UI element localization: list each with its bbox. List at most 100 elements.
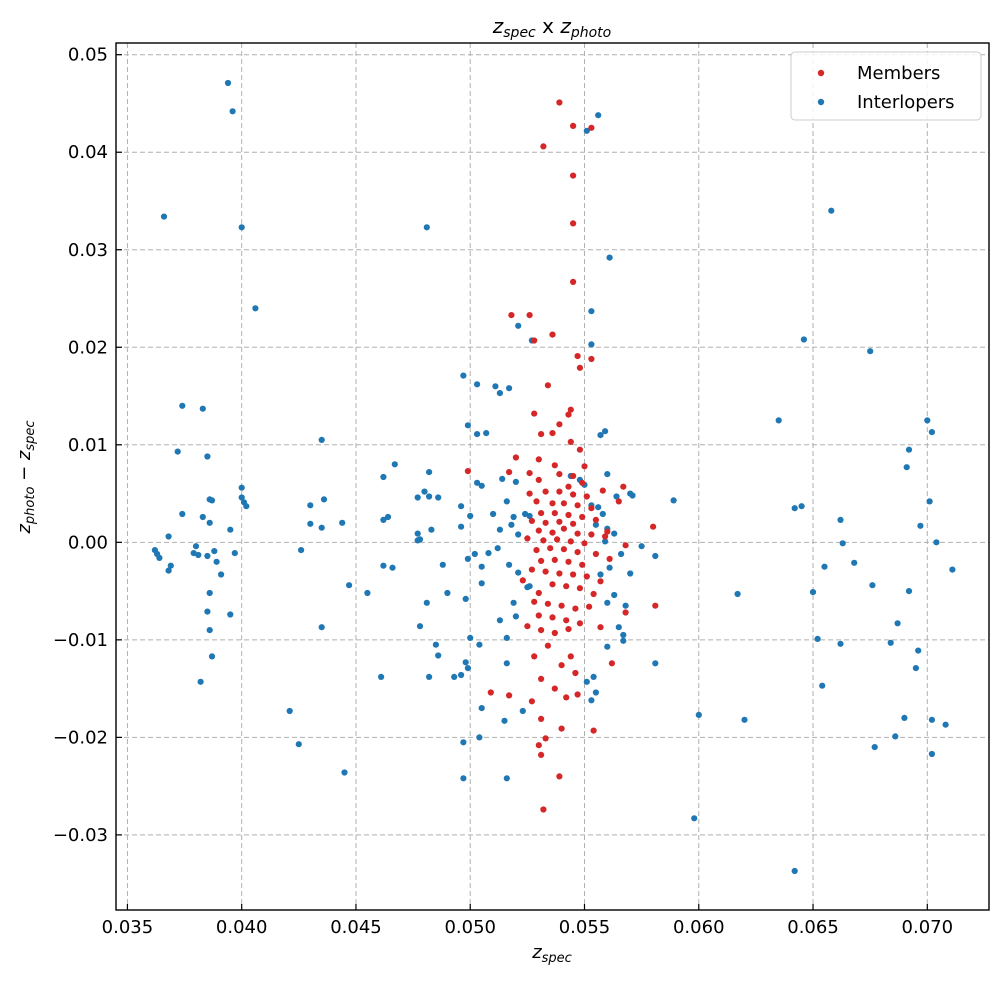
- interloper-point: [515, 531, 522, 538]
- y-tick-label: −0.03: [53, 825, 108, 846]
- interloper-point: [620, 631, 627, 639]
- interloper-point: [238, 224, 245, 231]
- member-point: [535, 612, 542, 619]
- member-point: [531, 653, 538, 660]
- interloper-point: [496, 617, 503, 624]
- interloper-point: [483, 430, 490, 437]
- interloper-point: [510, 513, 517, 521]
- member-point: [544, 382, 552, 389]
- member-point: [464, 468, 471, 475]
- x-tick-label: 0.050: [444, 917, 496, 938]
- interloper-point: [819, 682, 826, 689]
- interloper-point: [439, 561, 446, 568]
- member-point: [508, 312, 515, 319]
- interloper-point: [416, 623, 424, 630]
- interloper-point: [195, 551, 202, 559]
- interloper-point: [604, 643, 611, 650]
- member-point: [567, 538, 574, 545]
- interloper-point: [435, 494, 442, 501]
- interloper-point: [629, 492, 636, 499]
- interloper-point: [615, 624, 622, 631]
- interloper-point: [204, 608, 211, 615]
- interloper-point: [928, 429, 936, 436]
- interloper-point: [384, 513, 392, 521]
- y-tick-label: 0.04: [68, 142, 108, 163]
- x-axis-label: zspec: [531, 942, 572, 966]
- interloper-point: [590, 673, 597, 681]
- interloper-point: [599, 510, 606, 518]
- interloper-point: [583, 678, 590, 685]
- interloper-point: [622, 602, 629, 609]
- interloper-point: [828, 207, 835, 214]
- interloper-point: [380, 562, 387, 569]
- interloper-point: [478, 482, 485, 489]
- interloper-point: [798, 503, 805, 510]
- interloper-point: [423, 599, 430, 606]
- interloper-point: [252, 305, 259, 312]
- member-point: [531, 337, 538, 344]
- y-axis-label: zphoto − zspec: [14, 420, 38, 534]
- interloper-point: [389, 564, 396, 571]
- member-point: [506, 469, 513, 476]
- interloper-point: [597, 432, 604, 439]
- member-point: [622, 609, 629, 616]
- interloper-point: [474, 381, 481, 388]
- member-point: [551, 509, 558, 517]
- interloper-point: [476, 734, 483, 741]
- member-point: [570, 122, 577, 129]
- member-point: [506, 692, 513, 699]
- member-point: [519, 577, 526, 584]
- member-point: [549, 529, 556, 536]
- interloper-point: [227, 611, 234, 618]
- interloper-point: [231, 550, 238, 557]
- member-point: [542, 568, 549, 575]
- y-tick-label: −0.02: [53, 727, 108, 748]
- interloper-point: [478, 705, 485, 712]
- interloper-point: [298, 547, 305, 554]
- interloper-point: [791, 867, 798, 875]
- member-point: [588, 124, 595, 131]
- interloper-point: [867, 348, 874, 355]
- member-point: [574, 691, 581, 698]
- member-point: [535, 742, 542, 749]
- interloper-point: [903, 464, 910, 471]
- member-point: [565, 558, 572, 565]
- interloper-point: [928, 750, 936, 758]
- interloper-point: [496, 390, 503, 397]
- interloper-point: [307, 502, 314, 509]
- interloper-point: [192, 543, 200, 550]
- interloper-point: [206, 627, 213, 634]
- member-point: [535, 589, 542, 597]
- interloper-point: [464, 422, 471, 429]
- grid-lines: [116, 43, 989, 910]
- legend-label-members: Members: [857, 63, 940, 84]
- member-point: [608, 660, 616, 667]
- interloper-point: [208, 653, 216, 660]
- interloper-point: [652, 660, 659, 667]
- interloper-point: [595, 112, 602, 119]
- member-point: [567, 406, 574, 413]
- interloper-point: [583, 127, 590, 134]
- interloper-point: [894, 620, 901, 627]
- interloper-point: [912, 665, 920, 672]
- interloper-point: [478, 580, 485, 587]
- interloper-point: [167, 562, 174, 569]
- interloper-point: [295, 741, 302, 748]
- interloper-point: [471, 550, 478, 558]
- member-point: [574, 502, 581, 509]
- interloper-point: [837, 516, 844, 524]
- member-point: [592, 516, 600, 524]
- interloper-point: [490, 510, 497, 518]
- interloper-point: [741, 716, 748, 723]
- interloper-point: [218, 571, 225, 578]
- interloper-point: [179, 402, 186, 409]
- interloper-point: [206, 589, 213, 597]
- interloper-point: [869, 582, 876, 589]
- interloper-point: [618, 550, 625, 558]
- interloper-point: [503, 498, 510, 505]
- member-point: [540, 806, 547, 813]
- interloper-point: [926, 498, 933, 505]
- y-tick-label: 0.00: [68, 532, 108, 553]
- y-tick-label: −0.01: [53, 630, 108, 651]
- x-tick-label: 0.035: [102, 917, 154, 938]
